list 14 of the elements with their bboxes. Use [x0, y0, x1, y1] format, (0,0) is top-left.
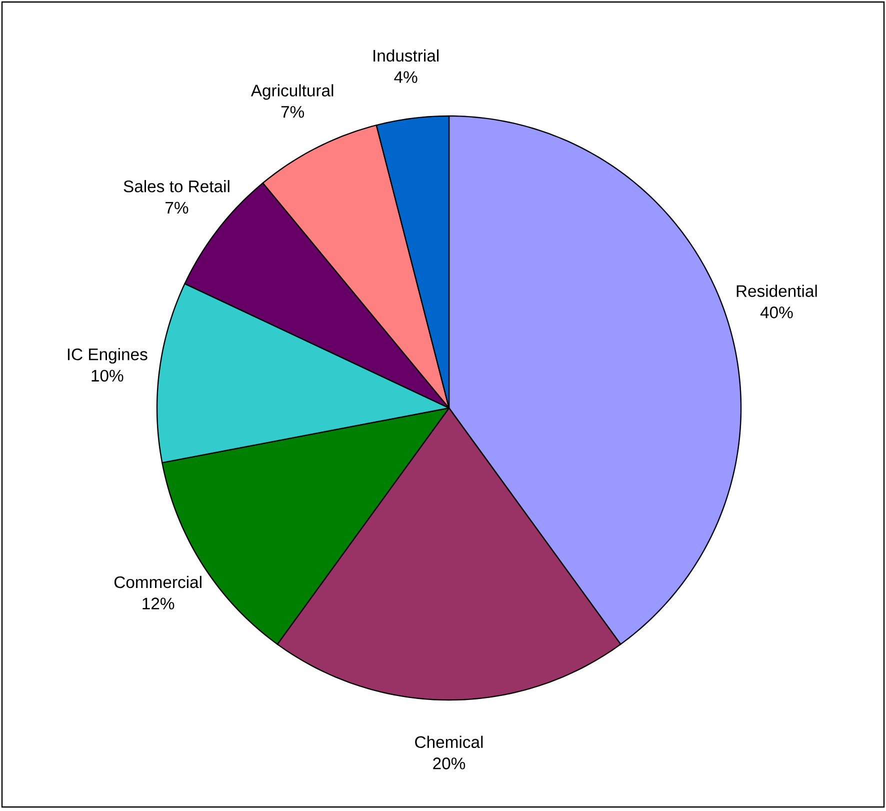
slice-label: Residential [736, 284, 817, 297]
data-label: 7% [166, 202, 188, 214]
data-label: 4% [394, 71, 418, 83]
data-label: 20% [433, 758, 466, 770]
slice-label: Commercial [114, 576, 202, 588]
slice-label: Sales to Retail [124, 180, 230, 192]
data-label: 12% [142, 598, 174, 610]
slice-label: Agricultural [250, 84, 334, 100]
slice-label: Industrial [374, 49, 439, 62]
data-label: 7% [281, 106, 304, 118]
data-label: 40% [760, 306, 793, 318]
data-label: 10% [92, 370, 124, 382]
slice-label: Chemical [415, 736, 483, 748]
slice-label: IC Engines [68, 348, 148, 364]
